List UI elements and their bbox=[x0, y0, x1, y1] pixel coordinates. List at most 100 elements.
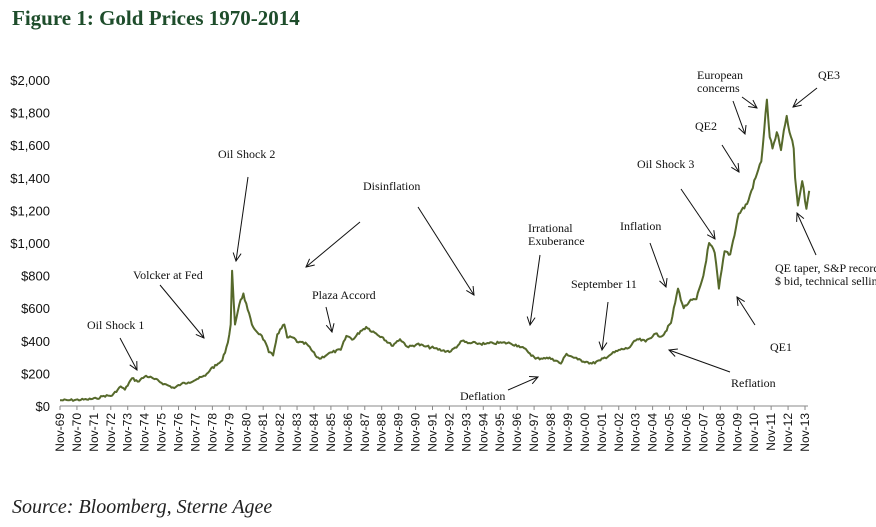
x-tick-label: Nov-98 bbox=[544, 413, 558, 452]
annotation: September 11 bbox=[571, 277, 637, 350]
annotation: Plaza Accord bbox=[312, 288, 376, 332]
y-tick-label: $1,600 bbox=[10, 138, 50, 153]
x-tick-label: Nov-12 bbox=[781, 413, 795, 452]
annotation-label: European bbox=[697, 68, 743, 82]
annotation-label: $ bid, technical selling bbox=[775, 274, 876, 288]
annotation-label: September 11 bbox=[571, 277, 637, 291]
annotation-label: Oil Shock 1 bbox=[87, 318, 144, 332]
y-tick-label: $0 bbox=[36, 399, 50, 414]
annotation-label: QE taper, S&P record, bbox=[775, 261, 876, 275]
annotation-arrow bbox=[530, 254, 541, 325]
annotation-label: Deflation bbox=[460, 389, 505, 403]
chart-title: Figure 1: Gold Prices 1970-2014 bbox=[12, 6, 300, 30]
x-tick-label: Nov-11 bbox=[764, 413, 778, 451]
x-tick-label: Nov-96 bbox=[510, 413, 524, 452]
annotation-arrow bbox=[119, 337, 137, 370]
x-tick-label: Nov-92 bbox=[442, 413, 456, 452]
annotation-label: Exuberance bbox=[528, 234, 585, 248]
annotation-arrow bbox=[159, 284, 204, 338]
x-tick-label: Nov-97 bbox=[527, 413, 541, 452]
annotation-label: Volcker at Fed bbox=[133, 268, 203, 282]
x-tick-label: Nov-72 bbox=[104, 413, 118, 452]
x-tick-label: Nov-09 bbox=[730, 413, 744, 452]
x-tick-label: Nov-80 bbox=[239, 413, 253, 452]
x-tick-label: Nov-85 bbox=[324, 413, 338, 452]
x-tick-label: Nov-00 bbox=[578, 413, 592, 452]
annotation: Reflation bbox=[669, 350, 776, 390]
annotation-arrow bbox=[669, 350, 731, 373]
x-tick-label: Nov-95 bbox=[493, 413, 507, 452]
x-tick-label: Nov-02 bbox=[612, 413, 626, 452]
x-tick-label: Nov-89 bbox=[392, 413, 406, 452]
annotation: QE3 bbox=[793, 68, 840, 107]
annotation-arrow bbox=[797, 213, 817, 256]
annotation: Oil Shock 1 bbox=[87, 318, 144, 370]
annotation-label: Inflation bbox=[620, 219, 661, 233]
annotation: Inflation bbox=[620, 219, 666, 287]
x-tick-label: Nov-90 bbox=[409, 413, 423, 452]
x-tick-label: Nov-87 bbox=[358, 413, 372, 452]
y-tick-label: $800 bbox=[21, 269, 50, 284]
y-tick-label: $2,000 bbox=[10, 73, 50, 88]
x-tick-label: Nov-74 bbox=[138, 413, 152, 452]
annotation-label: Reflation bbox=[731, 376, 776, 390]
annotation-label: Oil Shock 3 bbox=[637, 157, 694, 171]
annotation-label: concerns bbox=[697, 81, 740, 95]
annotation-arrow bbox=[507, 377, 538, 391]
annotation-arrow bbox=[793, 87, 818, 107]
annotation-arrow bbox=[721, 144, 739, 172]
y-tick-label: $1,000 bbox=[10, 236, 50, 251]
x-tick-label: Nov-91 bbox=[426, 413, 440, 452]
gold-price-line bbox=[60, 98, 811, 402]
x-tick-label: Nov-88 bbox=[375, 413, 389, 452]
x-tick-label: Nov-05 bbox=[663, 413, 677, 452]
annotation: QE1 bbox=[737, 297, 792, 354]
x-tick-label: Nov-79 bbox=[222, 413, 236, 452]
x-tick-label: Nov-76 bbox=[172, 413, 186, 452]
source-note: Source: Bloomberg, Sterne Agee bbox=[12, 496, 273, 518]
x-tick-label: Nov-73 bbox=[121, 413, 135, 452]
annotation-arrow bbox=[602, 301, 609, 350]
annotation-arrow bbox=[236, 176, 249, 261]
y-tick-label: $600 bbox=[21, 301, 50, 316]
y-tick-label: $1,400 bbox=[10, 171, 50, 186]
annotation-label: QE3 bbox=[818, 68, 840, 82]
x-tick-label: Nov-13 bbox=[798, 413, 812, 452]
annotation: QE2 bbox=[695, 119, 739, 172]
x-tick-label: Nov-01 bbox=[595, 413, 609, 452]
x-tick-label: Nov-81 bbox=[256, 413, 270, 452]
annotation: QE taper, S&P record,$ bid, technical se… bbox=[775, 213, 876, 288]
x-tick-label: Nov-94 bbox=[476, 413, 490, 452]
x-tick-label: Nov-99 bbox=[561, 413, 575, 452]
x-tick-label: Nov-04 bbox=[646, 413, 660, 452]
annotation-label: QE1 bbox=[770, 340, 792, 354]
x-tick-label: Nov-93 bbox=[459, 413, 473, 452]
annotation: Oil Shock 2 bbox=[218, 147, 275, 261]
annotation: Volcker at Fed bbox=[133, 268, 204, 338]
annotation-label: Plaza Accord bbox=[312, 288, 376, 302]
x-tick-label: Nov-71 bbox=[87, 413, 101, 452]
annotation-arrow bbox=[741, 96, 757, 108]
x-tick-label: Nov-07 bbox=[696, 413, 710, 452]
y-tick-label: $1,800 bbox=[10, 106, 50, 121]
annotation: Deflation bbox=[460, 377, 538, 403]
annotation-arrow bbox=[306, 221, 361, 267]
annotation: Oil Shock 3 bbox=[637, 157, 715, 239]
x-tick-label: Nov-82 bbox=[273, 413, 287, 452]
annotation-label: Disinflation bbox=[363, 179, 420, 193]
x-tick-label: Nov-08 bbox=[713, 413, 727, 452]
y-tick-label: $1,200 bbox=[10, 203, 50, 218]
x-tick-label: Nov-83 bbox=[290, 413, 304, 452]
y-tick-label: $400 bbox=[21, 334, 50, 349]
y-tick-label: $200 bbox=[21, 366, 50, 381]
x-tick-label: Nov-75 bbox=[155, 413, 169, 452]
annotation: Disinflation bbox=[306, 179, 474, 295]
annotation-arrow bbox=[737, 297, 756, 326]
annotation-label: QE2 bbox=[695, 119, 717, 133]
annotation-arrow bbox=[680, 188, 715, 239]
annotation-arrow bbox=[732, 100, 745, 134]
x-tick-label: Nov-06 bbox=[679, 413, 693, 452]
